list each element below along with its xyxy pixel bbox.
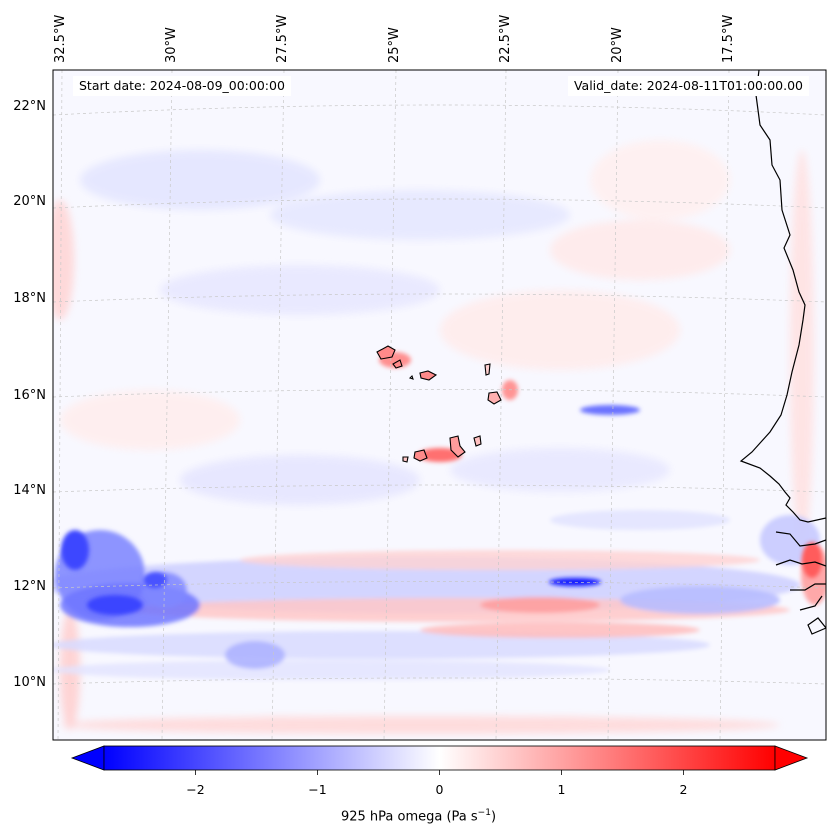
colorbar-ramp <box>103 745 776 771</box>
coastline <box>739 70 826 635</box>
start-date-label: Start date: 2024-08-09_00:00:00 <box>73 76 291 96</box>
lat-label: 14°N <box>13 483 46 498</box>
lat-label: 20°N <box>13 194 46 209</box>
omega-field <box>53 140 826 734</box>
colorbar-tick-label: −2 <box>186 782 205 797</box>
colorbar-tick-label: 0 <box>435 782 444 797</box>
graticule <box>53 70 826 740</box>
colorbar-tick-label: 2 <box>679 782 688 797</box>
colorbar <box>70 745 809 775</box>
colorbar-title-close: ) <box>490 809 497 825</box>
lon-label: 30°W <box>164 27 179 63</box>
lon-label: 17.5°W <box>721 14 736 63</box>
lon-label: 27.5°W <box>275 14 290 63</box>
colorbar-tick-label: 1 <box>557 782 566 797</box>
lon-label: 32.5°W <box>53 14 68 63</box>
cape-verde-islands <box>376 345 502 463</box>
valid-date-label: Valid_date: 2024-08-11T01:00:00.00 <box>567 76 809 96</box>
lat-label: 12°N <box>13 579 46 594</box>
lon-label: 20°W <box>610 27 625 63</box>
lat-label: 18°N <box>13 291 46 306</box>
colorbar-title-text: 925 hPa omega (Pa s <box>340 809 478 825</box>
colorbar-title-exponent: −1 <box>477 808 491 818</box>
lat-label: 10°N <box>13 675 46 690</box>
colorbar-under-arrow <box>70 745 105 771</box>
lon-label: 25°W <box>387 27 402 63</box>
colorbar-tick-label: −1 <box>308 782 327 797</box>
lon-label: 22.5°W <box>498 14 513 63</box>
colorbar-over-arrow <box>774 745 809 771</box>
map-frame <box>52 69 827 741</box>
lat-label: 22°N <box>13 99 46 114</box>
lat-label: 16°N <box>13 388 46 403</box>
colorbar-title: 925 hPa omega (Pa s−1) <box>0 808 837 824</box>
